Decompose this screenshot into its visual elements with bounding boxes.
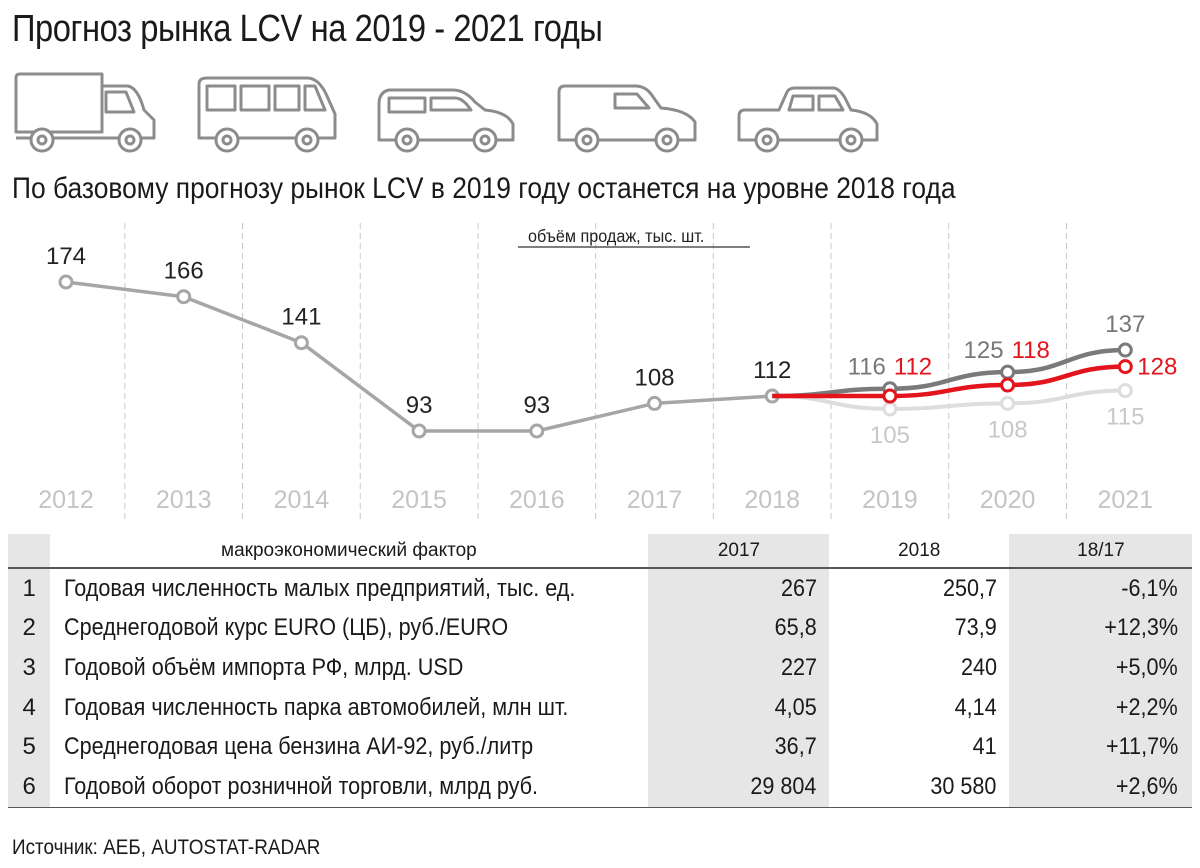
row-num: 5	[8, 727, 51, 767]
pessimistic-series-point	[1000, 395, 1016, 411]
pessimistic-series-point	[882, 401, 898, 417]
row-change: +11,7%	[1105, 733, 1178, 761]
row-factor-name: Среднегодовая цена бензина АИ-92, руб./л…	[64, 733, 534, 761]
crew-cab-pickup-icon	[737, 86, 879, 153]
optimistic-series-point	[1000, 364, 1016, 380]
x-tick-label: 2013	[156, 486, 212, 514]
data-label-pessimistic: 105	[870, 422, 910, 449]
history-series-point	[529, 423, 545, 439]
row-value-2018: 41	[972, 733, 997, 761]
history-series-point	[293, 335, 309, 351]
x-tick-label: 2015	[391, 486, 447, 514]
sales-line-chart: объём продаж, тыс. шт. 2012 2013 2014 2015 20…	[38, 223, 1177, 520]
data-label-base: 112	[894, 354, 932, 381]
row-factor-name: Годовой оборот розничной торговли, млрд …	[64, 772, 539, 800]
data-label: 174	[46, 243, 86, 270]
row-change: -6,1%	[1121, 574, 1178, 602]
history-series-point	[176, 289, 192, 305]
data-label: 108	[634, 364, 674, 391]
row-num: 3	[8, 648, 51, 688]
page-title: Прогноз рынка LCV на 2019 - 2021 годы	[12, 8, 603, 50]
data-label: 93	[523, 392, 550, 419]
row-factor-name: Годовая численность парка автомобилей, м…	[64, 693, 569, 721]
data-label: 166	[164, 258, 204, 285]
data-label-base: 128	[1137, 354, 1177, 381]
x-tick-label: 2017	[627, 486, 683, 514]
header-2017: 2017	[648, 534, 829, 569]
table-row: 1 Годовая численность малых предприятий,…	[8, 568, 1192, 609]
table-row: 5 Среднегодовая цена бензина АИ-92, руб.…	[8, 727, 1192, 767]
source-note: Источник: АЕБ, AUTOSTAT-RADAR	[12, 836, 321, 859]
row-value-2018: 73,9	[954, 614, 997, 642]
header-factor: макроэкономический фактор	[50, 534, 649, 569]
row-change: +2,6%	[1116, 772, 1178, 800]
row-factor-name: Среднегодовой курс EURO (ЦБ), руб./EURO	[64, 614, 509, 642]
row-value-2018: 30 580	[930, 772, 997, 800]
table-row: 2 Среднегодовой курс EURO (ЦБ), руб./EUR…	[8, 608, 1192, 649]
data-label-pessimistic: 115	[1106, 404, 1144, 431]
macro-factors-table: макроэкономический фактор 2017 2018 18/1…	[8, 534, 1192, 808]
row-value-2017: 227	[780, 653, 817, 681]
data-label: 141	[281, 304, 321, 331]
data-label-optimistic: 116	[848, 354, 886, 381]
row-value-2017: 36,7	[774, 733, 817, 761]
row-value-2017: 4,05	[774, 693, 817, 721]
row-value-2018: 4,14	[954, 693, 997, 721]
header-change: 18/17	[1008, 534, 1192, 569]
base-series-point	[882, 388, 898, 404]
truck-icon	[14, 72, 156, 153]
data-label-optimistic: 137	[1105, 311, 1145, 338]
x-tick-label: 2021	[1097, 486, 1153, 514]
history-series-point	[58, 274, 74, 290]
row-value-2018: 250,7	[942, 574, 997, 602]
history-series-point	[411, 423, 427, 439]
x-tick-label: 2016	[509, 486, 565, 514]
row-num: 1	[8, 568, 51, 609]
row-factor-name: Годовая численность малых предприятий, т…	[64, 574, 576, 602]
compact-van-icon	[377, 88, 515, 153]
vehicle-icons	[14, 72, 879, 153]
row-change: +2,2%	[1116, 693, 1178, 721]
table-row: 6 Годовой оборот розничной торговли, млр…	[8, 766, 1192, 808]
base-series-point	[1000, 377, 1016, 393]
row-num: 6	[8, 766, 51, 808]
optimistic-series-point	[1117, 342, 1133, 358]
data-label-optimistic: 125	[964, 337, 1004, 364]
x-tick-label: 2019	[862, 486, 918, 514]
row-num: 4	[8, 687, 51, 728]
row-value-2018: 240	[960, 653, 997, 681]
pessimistic-series-line	[772, 388, 1126, 411]
row-factor-name: Годовой объём импорта РФ, млрд. USD	[64, 653, 464, 681]
x-tick-label: 2014	[274, 486, 330, 514]
data-label: 112	[753, 357, 791, 384]
header-2018: 2018	[828, 534, 1009, 569]
row-num: 2	[8, 608, 51, 649]
row-value-2017: 29 804	[750, 772, 817, 800]
chart-subtitle: По базовому прогнозу рынок LCV в 2019 го…	[12, 172, 956, 205]
pessimistic-series-point	[1117, 383, 1133, 399]
table-header-row: макроэкономический фактор 2017 2018 18/1…	[8, 534, 1192, 569]
van-icon	[197, 76, 337, 153]
table-row: 4 Годовая численность парка автомобилей,…	[8, 687, 1192, 728]
x-tick-label: 2020	[980, 486, 1036, 514]
row-change: +12,3%	[1104, 614, 1178, 642]
base-series-point	[1117, 359, 1133, 375]
row-value-2017: 65,8	[774, 614, 817, 642]
x-tick-label: 2018	[744, 486, 800, 514]
optimistic-series-line	[772, 347, 1126, 399]
data-label-base: 118	[1012, 337, 1050, 364]
pickup-icon	[557, 84, 697, 153]
row-change: +5,0%	[1116, 653, 1178, 681]
row-value-2017: 267	[780, 574, 817, 602]
x-tick-label: 2012	[38, 486, 94, 514]
y-axis-label: объём продаж, тыс. шт.	[528, 226, 704, 246]
data-label: 93	[406, 392, 433, 419]
history-series-point	[647, 395, 662, 411]
table-row: 3 Годовой объём импорта РФ, млрд. USD 22…	[8, 648, 1192, 688]
base-series-line	[772, 364, 1126, 399]
data-label-pessimistic: 108	[988, 416, 1028, 443]
header-num	[8, 534, 51, 569]
